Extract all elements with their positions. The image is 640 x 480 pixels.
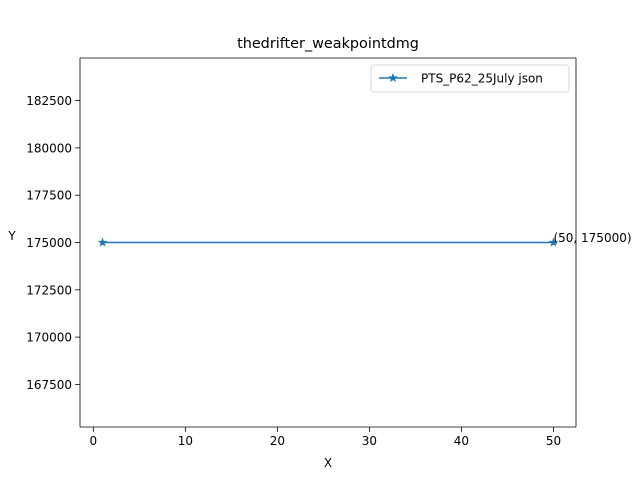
legend: PTS_P62_25July json: [370, 64, 570, 93]
y-tick-label: 170000: [26, 331, 72, 345]
plot-area: (50, 175000): [79, 57, 632, 428]
legend-label: PTS_P62_25July json: [421, 72, 543, 86]
y-axis-label: Y: [7, 229, 16, 243]
x-tick-label: 30: [362, 434, 377, 448]
data-point-star: [97, 237, 108, 247]
y-tick-label: 172500: [26, 283, 72, 297]
x-axis: 0 10 20 30 40 50: [90, 427, 561, 448]
x-axis-label: X: [324, 456, 332, 470]
y-axis: 167500 170000 172500 175000 177500 180000 1825…: [26, 94, 80, 392]
x-tick-label: 50: [546, 434, 561, 448]
data-point-star: [548, 237, 559, 247]
legend-box: [370, 64, 570, 93]
annotation-layer: (50, 175000): [553, 231, 631, 245]
chart-title: thedrifter_weakpointdmg: [237, 36, 419, 52]
x-tick-label: 10: [178, 434, 193, 448]
series-layer: [97, 237, 559, 247]
x-tick-label: 40: [454, 434, 469, 448]
y-tick-label: 175000: [26, 236, 72, 250]
y-tick-label: 180000: [26, 141, 72, 155]
legend-marker: [388, 72, 398, 83]
legend-star-marker: [388, 72, 398, 83]
x-tick-label: 0: [90, 434, 98, 448]
y-tick-label: 182500: [26, 94, 72, 108]
point-annotation: (50, 175000): [553, 231, 631, 245]
x-tick-label: 20: [270, 434, 285, 448]
y-tick-label: 167500: [26, 378, 72, 392]
y-tick-label: 177500: [26, 189, 72, 203]
